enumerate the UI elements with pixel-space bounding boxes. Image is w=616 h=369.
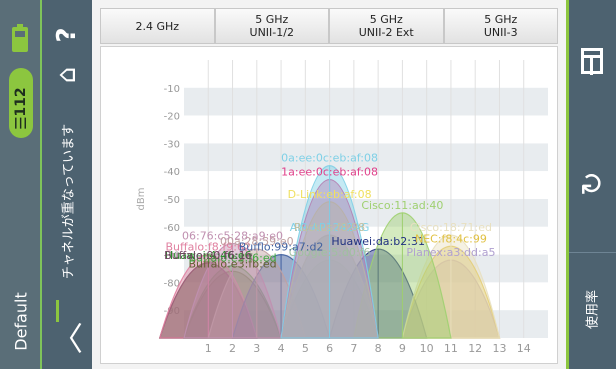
view-toggle-icon[interactable] [581, 48, 603, 75]
right-panel: ↻ 使用率 [566, 0, 616, 369]
side-panel: ? ⌂ チャネルが重なっています 〈 [42, 0, 92, 369]
network-label: D-Link:eb:af:08 [288, 188, 372, 201]
network-label: Huawei:da:b2:31 [331, 235, 425, 248]
band-tabs: 2.4 GHz 5 GHz UNII-1/2 5 GHz UNII-2 Ext … [100, 8, 558, 44]
tab-2-4ghz[interactable]: 2.4 GHz [100, 8, 215, 44]
grid-band [184, 115, 548, 144]
grid-band [184, 60, 548, 88]
y-tick-label: -60 [164, 223, 180, 234]
help-button[interactable]: ? [52, 27, 82, 43]
tab-5ghz-unii-2-ext[interactable]: 5 GHz UNII-2 Ext [329, 8, 444, 44]
y-tick-label: -30 [164, 139, 180, 150]
x-tick-label: 8 [375, 342, 382, 355]
usage-button[interactable]: 使用率 [585, 290, 601, 330]
refresh-icon[interactable]: ↻ [575, 170, 611, 197]
wifi-icon: ☰ [12, 116, 30, 130]
x-tick-label: 3 [253, 342, 260, 355]
network-label: Buffalo:e3:fb:ed [188, 257, 276, 270]
tab-5ghz-unii-3[interactable]: 5 GHz UNII-3 [443, 8, 558, 44]
y-tick-label: -80 [164, 278, 180, 289]
x-tick-label: 1 [205, 342, 212, 355]
divider [56, 300, 59, 322]
network-label: Ruckus:f8:98 [294, 221, 365, 234]
grid-band [184, 143, 548, 172]
divider-line [569, 252, 616, 253]
network-label: Planex:a3:dd:a5 [406, 246, 495, 259]
grid-band [184, 199, 548, 227]
main-area: 2.4 GHz 5 GHz UNII-1/2 5 GHz UNII-2 Ext … [92, 0, 566, 369]
network-label: Cisco:11:ad:40 [361, 199, 443, 212]
back-button[interactable]: 〈 [50, 320, 83, 358]
y-tick-label: -90 [164, 306, 180, 317]
x-tick-label: 9 [399, 342, 406, 355]
x-tick-label: 14 [517, 342, 531, 355]
network-label: Cisco:18:71:ed [410, 221, 492, 234]
tab-5ghz-unii-1-2[interactable]: 5 GHz UNII-1/2 [214, 8, 329, 44]
battery-icon [12, 24, 28, 52]
x-tick-label: 10 [420, 342, 434, 355]
network-label: 1a:ee:0c:eb:af:08 [281, 166, 378, 179]
network-label: 06:76:c5:28:a9:e0 [182, 229, 283, 242]
status-bar: 112 ☰ Default [0, 0, 42, 369]
x-tick-label: 2 [229, 342, 236, 355]
y-tick-label: -70 [164, 251, 180, 262]
x-tick-label: 4 [278, 342, 285, 355]
y-tick-label: -50 [164, 195, 180, 206]
overlap-notice: チャネルが重なっています [61, 123, 77, 280]
network-label: 0a:ee:0c:eb:af:08 [281, 152, 378, 165]
network-label: Buffalo:e3:f6:ed [188, 252, 276, 265]
network-label: Bufflo:99:a7:d2 [239, 241, 324, 254]
y-tick-label: -20 [164, 112, 180, 123]
home-icon[interactable]: ⌂ [52, 66, 82, 84]
x-tick-label: 12 [468, 342, 482, 355]
network-label: NEC:f8:4c:99 [415, 232, 487, 245]
network-label: Google:5:d0:f6 [289, 246, 371, 259]
network-label: Huawei:4:46:e6 [165, 249, 252, 262]
network-label: 00a:28:59:e0 [220, 235, 294, 248]
y-tick-label: -40 [164, 167, 180, 178]
x-tick-label: 7 [350, 342, 357, 355]
profile-label[interactable]: Default [11, 292, 31, 351]
network-label: AIR-AP1242AG [290, 221, 370, 234]
x-tick-label: 13 [492, 342, 506, 355]
x-tick-label: 6 [326, 342, 333, 355]
grid-band [184, 171, 548, 199]
x-tick-label: 11 [444, 342, 458, 355]
wifi-count-badge: 112 ☰ [9, 68, 33, 138]
x-tick-label: 5 [302, 342, 309, 355]
grid-band [184, 310, 548, 338]
network-label: Buffalo:f8:f9:62 [166, 241, 251, 254]
network-label: Buffalo:00:f6:1e [164, 249, 253, 262]
y-tick-label: -10 [164, 84, 180, 95]
y-axis-label: dBm [136, 188, 147, 211]
grid-band [184, 87, 548, 116]
